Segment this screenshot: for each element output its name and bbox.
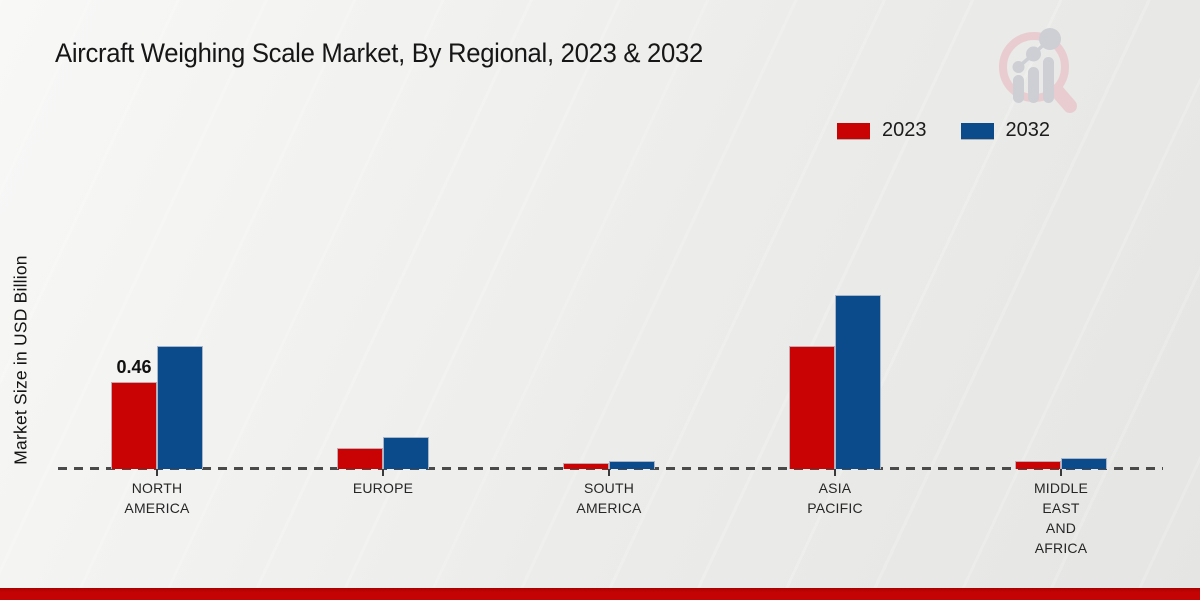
category-label-middle-east-and-africa: MIDDLE EAST AND AFRICA	[971, 478, 1151, 558]
x-tick-north-america	[156, 469, 158, 476]
category-label-line: NORTH	[131, 480, 183, 496]
category-label-line: ASIA	[818, 480, 852, 496]
legend-item-2032: 2032	[960, 119, 1051, 142]
category-label-line: AFRICA	[1034, 540, 1088, 556]
category-label-line: EUROPE	[352, 480, 414, 496]
bottom-accent-bar	[0, 588, 1200, 600]
legend: 2023 2032	[837, 119, 1050, 142]
bar-2032-europe	[383, 437, 429, 469]
legend-label-2023: 2023	[882, 119, 927, 141]
legend-item-2023: 2023	[837, 119, 927, 142]
x-tick-south-america	[608, 469, 610, 476]
bar-2032-middle-east-and-africa	[1061, 458, 1107, 469]
chart-title: Aircraft Weighing Scale Market, By Regio…	[55, 38, 703, 68]
category-label-line: AND	[1045, 520, 1077, 536]
category-label-line: AMERICA	[576, 500, 642, 516]
bar-2023-south-america	[563, 463, 609, 469]
category-label-line: PACIFIC	[807, 500, 863, 516]
category-label-line: SOUTH	[584, 480, 634, 496]
category-label-line: AMERICA	[124, 500, 190, 516]
x-tick-europe	[382, 469, 384, 476]
bar-2023-europe	[337, 448, 383, 469]
legend-swatch-2032	[960, 122, 994, 139]
legend-swatch-2023	[837, 122, 870, 139]
category-label-asia-pacific: ASIA PACIFIC	[745, 478, 925, 518]
category-label-europe: EUROPE	[293, 478, 473, 498]
bar-2032-south-america	[609, 461, 655, 469]
bar-value-label: 0.46	[116, 357, 152, 377]
category-label-north-america: NORTH AMERICA	[67, 478, 247, 518]
category-label-south-america: SOUTH AMERICA	[519, 478, 699, 518]
bar-2023-north-america	[111, 382, 157, 469]
category-label-line: EAST	[1042, 500, 1080, 516]
category-label-line: MIDDLE	[1033, 480, 1089, 496]
bar-2032-asia-pacific	[835, 295, 881, 469]
bar-2032-north-america	[157, 346, 203, 469]
bar-2023-middle-east-and-africa	[1015, 461, 1061, 469]
magnifier-bar-chart-logo-icon	[999, 28, 1077, 113]
bar-2023-asia-pacific	[789, 346, 835, 469]
x-tick-asia-pacific	[834, 469, 836, 476]
legend-label-2032: 2032	[1005, 119, 1051, 141]
x-tick-middle-east-and-africa	[1060, 469, 1062, 476]
